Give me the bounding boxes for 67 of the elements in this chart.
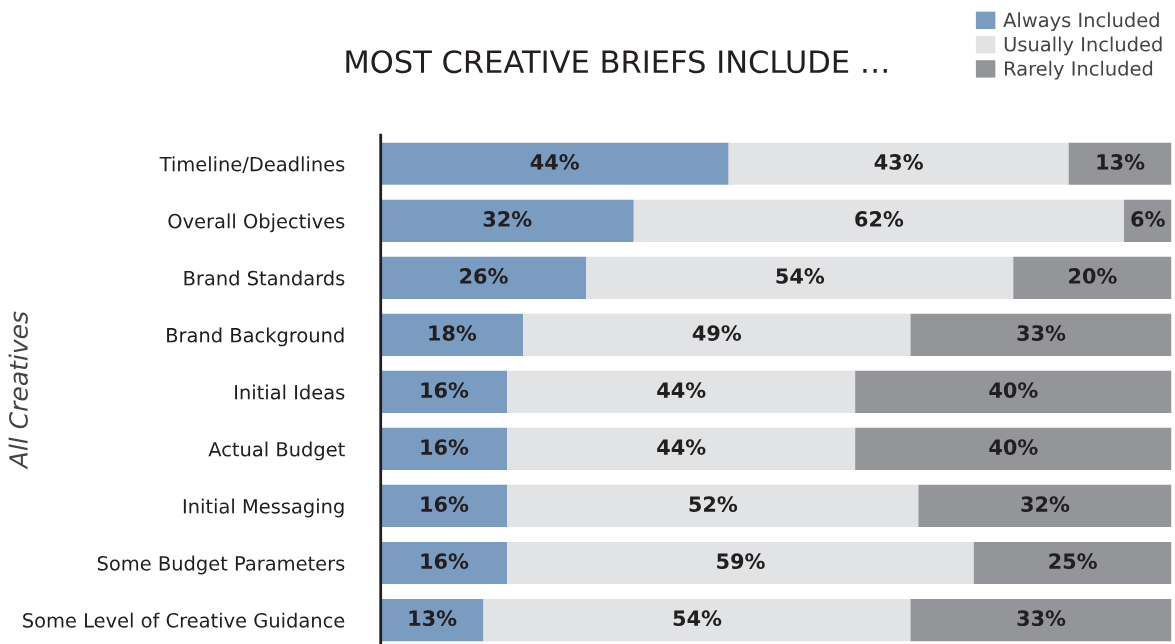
bar: [380, 313, 524, 356]
bar: [507, 484, 919, 528]
y-tick-label: Some Level of Creative Guidance: [23, 612, 345, 628]
bar: [728, 142, 1069, 185]
y-tick-label: Some Budget Parameters: [97, 555, 345, 575]
bar: [507, 541, 974, 585]
y-tick-label: Initial Ideas: [235, 384, 345, 400]
data-label: 18%: [429, 325, 477, 341]
data-label: 20%: [1069, 268, 1117, 284]
bar: [380, 370, 508, 413]
data-label: 32%: [1021, 496, 1070, 513]
data-label: 6%: [1131, 211, 1165, 227]
bar: [910, 598, 1172, 642]
y-axis-title: All Creatives: [8, 311, 28, 470]
bar: [483, 598, 911, 642]
y-tick-label: Brand Background: [167, 327, 344, 347]
y-tick-label: Actual Budget: [208, 441, 345, 461]
data-label: 13%: [409, 610, 457, 627]
data-label: 43%: [874, 154, 923, 170]
bar: [380, 598, 484, 642]
bar: [586, 256, 1014, 299]
legend-label: Always Included: [1003, 12, 1159, 32]
bar: [523, 313, 911, 356]
data-label: 16%: [421, 439, 469, 455]
data-label: 62%: [855, 211, 904, 227]
bar: [855, 427, 1172, 471]
data-label: 16%: [421, 496, 469, 513]
bar: [1068, 142, 1172, 185]
bar: [973, 541, 1172, 585]
data-label: 40%: [989, 439, 1038, 455]
chart-title: MOST CREATIVE BRIEFS INCLUDE …: [346, 50, 887, 74]
bar: [380, 427, 508, 471]
data-label: 33%: [1017, 610, 1066, 627]
bar: [380, 256, 587, 299]
data-label: 25%: [1049, 553, 1097, 570]
bar: [380, 484, 508, 528]
bar: [1013, 256, 1172, 299]
data-label: 49%: [692, 325, 742, 341]
data-label: 44%: [657, 382, 706, 398]
data-label: 33%: [1017, 325, 1066, 341]
y-tick-label: Brand Standards: [184, 270, 345, 286]
data-label: 40%: [989, 382, 1038, 398]
bar: [507, 427, 856, 471]
data-label: 32%: [483, 211, 532, 227]
bar: [380, 199, 634, 242]
data-label: 44%: [657, 439, 706, 455]
data-label: 44%: [530, 154, 579, 170]
legend-label: Usually Included: [1004, 36, 1162, 56]
data-label: 13%: [1097, 154, 1145, 170]
bar: [855, 370, 1172, 413]
bar: [910, 313, 1172, 356]
data-label: 16%: [421, 553, 469, 570]
bar: [918, 484, 1172, 528]
data-label: 59%: [717, 553, 765, 570]
legend-label: Rarely Included: [1005, 60, 1153, 80]
data-label: 54%: [776, 268, 825, 284]
data-label: 26%: [460, 268, 508, 284]
data-label: 52%: [689, 496, 738, 513]
bar: [633, 199, 1125, 242]
y-tick-label: Timeline/Deadlines: [159, 156, 345, 173]
bar: [380, 142, 729, 185]
data-label: 16%: [421, 382, 469, 398]
data-label: 54%: [673, 610, 722, 627]
y-tick-label: Initial Messaging: [183, 498, 344, 518]
bar: [380, 541, 508, 585]
y-tick-label: Overall Objectives: [168, 213, 345, 233]
bar: [507, 370, 856, 413]
